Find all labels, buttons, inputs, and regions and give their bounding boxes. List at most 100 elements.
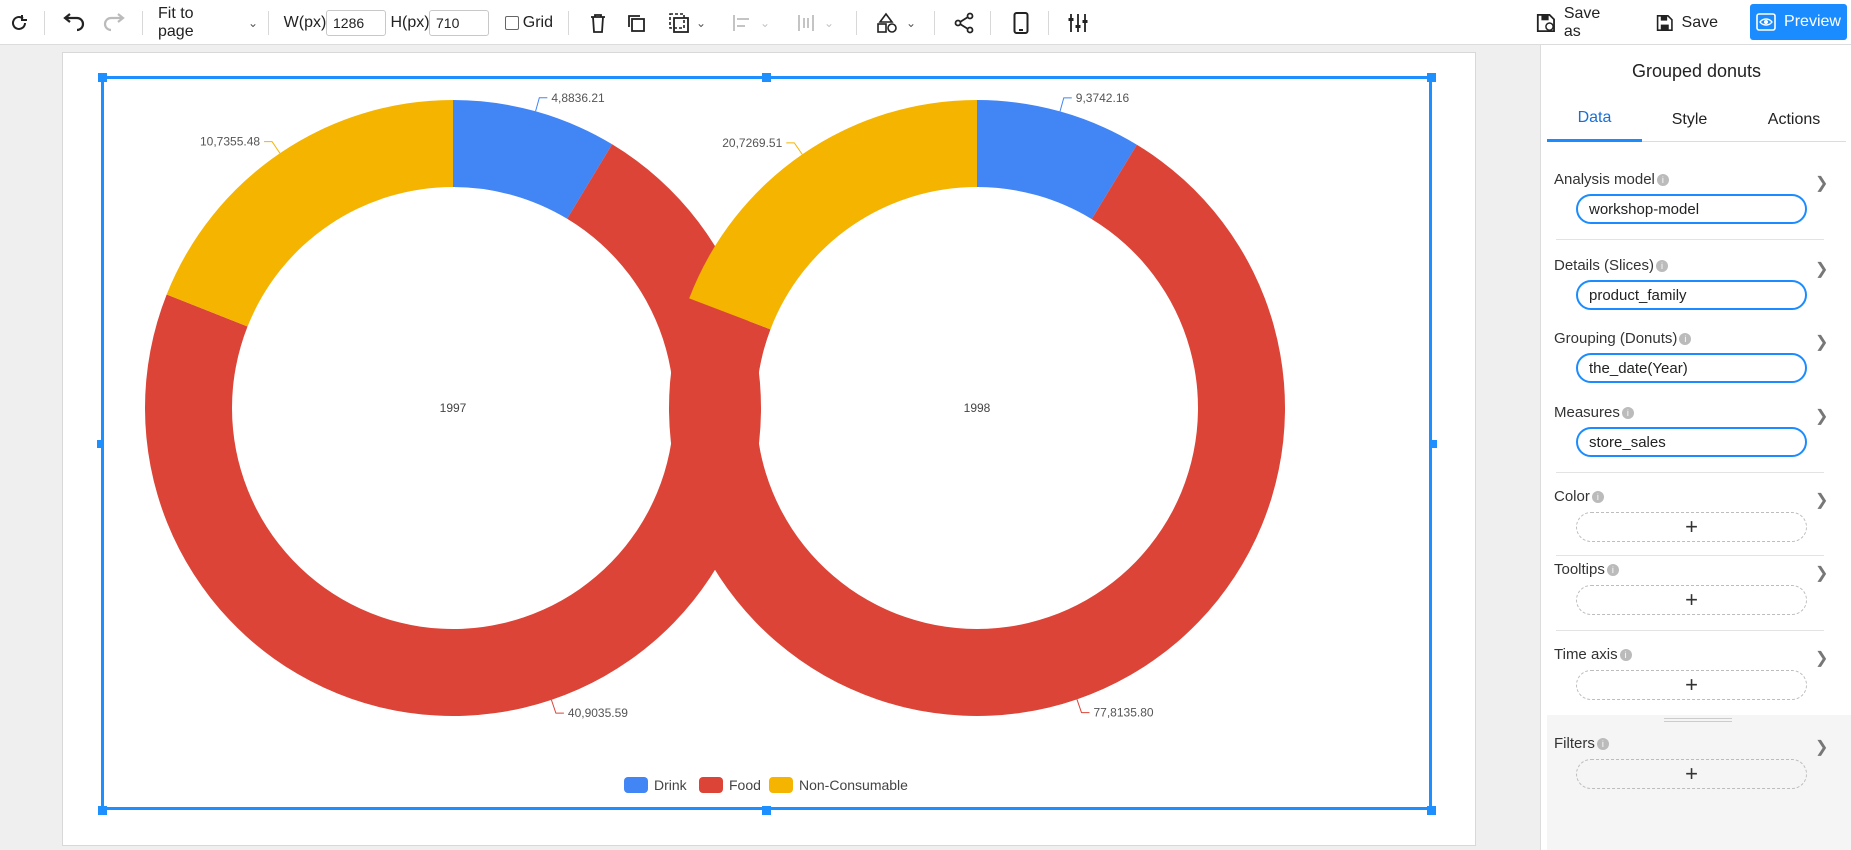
tab-actions[interactable]: Actions [1767,110,1821,128]
eye-icon [1756,13,1776,31]
plus-icon: + [1685,672,1698,697]
color-label-text: Color [1554,488,1590,505]
label-leader-line [1076,699,1090,714]
measures-label-text: Measures [1554,404,1620,421]
fit-label: Fit to page [158,4,194,40]
resize-handle-left[interactable] [97,440,103,448]
info-icon: i [1656,259,1669,272]
save-label: Save [1681,13,1718,31]
add-filter-button[interactable]: + [1576,759,1807,789]
panel-tabs: Data Style Actions [1547,97,1846,142]
tab-style[interactable]: Style [1671,110,1708,128]
add-shape-menu[interactable]: ⌄ [872,0,920,45]
legend-swatch-food[interactable] [699,777,723,793]
resize-handle-bottom-left[interactable] [98,806,107,815]
grid-checkbox[interactable]: Grid [505,0,553,45]
time-axis-label-text: Time axis [1554,646,1618,663]
copy-icon[interactable] [624,0,648,45]
align-left-icon [732,14,749,31]
chevron-right-icon[interactable]: ❯ [1815,175,1829,192]
fit-select[interactable]: Fit to page ⌄ [158,0,258,45]
measures-field[interactable]: store_sales [1576,427,1807,457]
donut-slice-1997-non-consumable[interactable] [166,100,453,327]
save-button[interactable]: Save [1656,0,1718,45]
measures-label: Measures i [1554,404,1634,421]
chevron-right-icon[interactable]: ❯ [1815,261,1829,278]
resize-handle-right[interactable] [1431,440,1437,448]
plus-icon: + [1685,761,1698,786]
tooltips-label-text: Tooltips [1554,561,1605,578]
height-label-text: H(px) [390,13,430,31]
chevron-right-icon[interactable]: ❯ [1815,408,1829,425]
resize-handle-top-left[interactable] [98,73,107,82]
settings-sliders-icon[interactable] [1066,0,1090,45]
tab-data[interactable]: Data [1547,97,1642,142]
resize-handle-bottom[interactable] [762,806,771,815]
label-leader-line [264,141,281,154]
panel-title: Grouped donuts [1631,60,1762,81]
distribute-menu[interactable]: ⌄ [790,0,840,45]
width-input[interactable]: 1286 [326,10,386,36]
label-leader-line [1059,97,1072,112]
shapes-icon [877,12,897,33]
refresh-icon[interactable] [6,0,32,45]
width-label: W(px) [283,0,327,45]
chevron-down-icon: ⌄ [905,15,917,30]
height-input[interactable]: 710 [429,10,489,36]
add-color-button[interactable]: + [1576,512,1807,542]
redo-icon[interactable] [100,0,128,45]
add-tooltip-button[interactable]: + [1576,585,1807,615]
checkbox-icon [505,15,519,30]
legend-swatch-non-consumable[interactable] [769,777,793,793]
grouping-field[interactable]: the_date(Year) [1576,353,1807,383]
details-field[interactable]: product_family [1576,280,1807,310]
legend-swatch-drink[interactable] [624,777,648,793]
splitter-handle[interactable] [1664,718,1732,722]
donut-slice-1998-food[interactable] [669,144,1285,716]
mobile-icon[interactable] [1010,0,1032,45]
color-label: Color i [1554,488,1604,505]
share-icon[interactable] [952,0,976,45]
arrange-menu[interactable]: ⌄ [662,0,712,45]
save-as-button[interactable]: Save as [1536,0,1616,45]
info-icon: i [1621,406,1634,419]
label-leader-line [550,699,564,714]
chevron-right-icon[interactable]: ❯ [1815,334,1829,351]
analysis-model-label-text: Analysis model [1554,171,1655,188]
label-leader-line [535,97,548,112]
undo-icon[interactable] [60,0,88,45]
resize-handle-bottom-right[interactable] [1427,806,1436,815]
chevron-down-icon: ⌄ [759,15,771,30]
info-icon: i [1596,737,1609,750]
info-icon: i [1619,648,1632,661]
toolbar: Fit to page ⌄ W(px) 1286 H(px) 710 Grid … [0,0,1851,45]
preview-button[interactable]: Preview [1750,4,1847,40]
grouped-donut-chart[interactable]: 4,8836.21 40,9035.59 10,7355.48 1997 9,3742.… [104,79,1429,807]
tooltips-label: Tooltips i [1554,561,1619,578]
chevron-right-icon[interactable]: ❯ [1815,492,1829,509]
donut-slice-1997-food[interactable] [144,144,762,717]
donut-slice-1997-drink[interactable] [453,100,613,219]
donut-slice-1998-non-consumable[interactable] [689,99,977,330]
legend-label[interactable]: Food [729,777,761,793]
width-label-text: W(px) [283,13,327,31]
chevron-right-icon[interactable]: ❯ [1815,565,1829,582]
info-icon: i [1656,173,1669,186]
resize-handle-top-right[interactable] [1427,73,1436,82]
details-label: Details (Slices) i [1554,257,1669,274]
slice-value-label: 77,8135.80 [1093,706,1153,720]
legend-label[interactable]: Non-Consumable [799,777,908,793]
slice-value-label: 40,9035.59 [568,706,628,720]
analysis-model-field[interactable]: workshop-model [1576,194,1807,224]
chevron-right-icon[interactable]: ❯ [1815,739,1829,756]
align-left-menu[interactable]: ⌄ [726,0,776,45]
add-time-axis-button[interactable]: + [1576,670,1807,700]
resize-handle-top[interactable] [762,73,771,82]
donut-slice-1998-drink[interactable] [977,100,1137,220]
plus-icon: + [1685,587,1698,612]
delete-icon[interactable] [586,0,610,45]
layer-icon [669,12,689,33]
legend-label[interactable]: Drink [654,777,688,793]
chevron-right-icon[interactable]: ❯ [1815,650,1829,667]
chevron-down-icon: ⌄ [823,15,835,30]
